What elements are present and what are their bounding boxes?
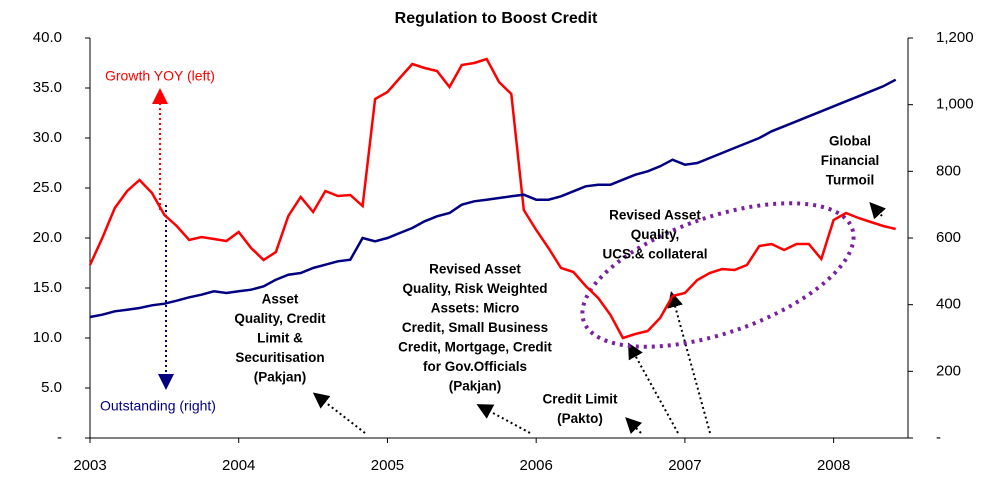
y-tick-label: 20.0 xyxy=(33,229,62,246)
arrow xyxy=(476,404,531,434)
annotation: Quality, Credit xyxy=(234,311,326,326)
annotation: Global xyxy=(829,134,871,149)
arrow xyxy=(869,202,886,220)
highlight-ellipse xyxy=(580,201,856,349)
arrow xyxy=(625,417,643,435)
y-tick-label: - xyxy=(57,429,62,446)
annotation-arrows xyxy=(152,88,886,435)
annotation: Credit, Mortgage, Credit xyxy=(398,340,552,355)
annotation: for Gov.Officials xyxy=(423,359,527,374)
y2-tick-label: 400 xyxy=(936,296,961,313)
arrow xyxy=(628,342,679,434)
y-tick-label: 40.0 xyxy=(33,29,62,46)
annotation: Credit Limit xyxy=(542,392,618,407)
annotation: Quality, Risk Weighted xyxy=(402,281,547,296)
x-tick-label: 2005 xyxy=(371,457,404,474)
y-tick-label: 5.0 xyxy=(41,379,62,396)
legend-label: Growth YOY (left) xyxy=(105,68,215,84)
y2-tick-label: - xyxy=(936,429,941,446)
annotation: Credit, Small Business xyxy=(402,320,548,335)
y2-tick-label: 600 xyxy=(936,229,961,246)
annotation: Securitisation xyxy=(235,350,324,365)
y-tick-label: 15.0 xyxy=(33,279,62,296)
y2-tick-label: 800 xyxy=(936,162,961,179)
x-tick-label: 2003 xyxy=(73,457,106,474)
x-tick-label: 2006 xyxy=(519,457,552,474)
annotation: Financial xyxy=(821,153,880,168)
annotation: Limit & xyxy=(257,331,303,346)
x-tick-label: 2004 xyxy=(222,457,255,474)
chart-title: Regulation to Boost Credit xyxy=(395,10,598,27)
y-tick-label: 35.0 xyxy=(33,79,62,96)
annotation: Turmoil xyxy=(826,173,875,188)
y-tick-label: 25.0 xyxy=(33,179,62,196)
annotation: (Pakto) xyxy=(557,411,603,426)
annotation: Quality, xyxy=(631,227,680,242)
annotation: (Pakjan) xyxy=(254,370,307,385)
annotation: Asset xyxy=(262,292,299,307)
x-tick-label: 2008 xyxy=(817,457,850,474)
legend-label: Outstanding (right) xyxy=(100,398,216,414)
arrow xyxy=(667,291,711,434)
arrow xyxy=(312,392,366,434)
x-tick-label: 2007 xyxy=(668,457,701,474)
y-tick-label: 30.0 xyxy=(33,129,62,146)
annotation: Revised Asset xyxy=(609,208,701,223)
annotation: Revised Asset xyxy=(429,262,521,277)
y2-tick-label: 1,000 xyxy=(936,96,974,113)
annotation: (Pakjan) xyxy=(449,379,502,394)
y2-tick-label: 1,200 xyxy=(936,29,974,46)
series-line xyxy=(89,78,897,319)
y2-tick-label: 200 xyxy=(936,362,961,379)
annotation: Assets: Micro xyxy=(431,301,520,316)
annotation: UCS.& collateral xyxy=(602,247,707,262)
y-tick-label: 10.0 xyxy=(33,329,62,346)
series-line xyxy=(88,57,896,340)
